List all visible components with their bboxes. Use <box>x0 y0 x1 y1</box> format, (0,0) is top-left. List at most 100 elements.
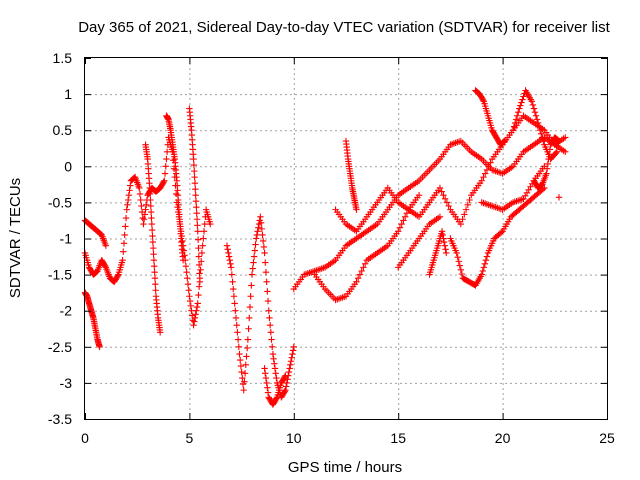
data-point <box>142 206 149 213</box>
data-point <box>149 232 156 240</box>
data-point <box>555 194 563 201</box>
data-point <box>539 185 547 193</box>
data-point <box>254 228 261 235</box>
data-point <box>479 96 487 104</box>
data-point <box>249 265 256 272</box>
data-point <box>184 275 191 282</box>
series-11 <box>342 137 360 213</box>
data-point <box>354 275 362 282</box>
data-point <box>195 253 202 260</box>
x-tick-label: 0 <box>81 430 89 446</box>
data-point <box>190 155 197 163</box>
data-point <box>487 159 494 166</box>
data-point <box>257 219 265 227</box>
data-point <box>534 119 542 127</box>
data-point <box>270 355 277 363</box>
series-5 <box>186 105 204 286</box>
data-point <box>529 101 537 109</box>
data-point <box>241 378 248 385</box>
data-point <box>536 127 544 134</box>
data-point <box>264 297 272 305</box>
data-point <box>127 182 134 189</box>
data-point <box>150 256 158 264</box>
grid <box>85 58 607 419</box>
data-point <box>230 285 237 293</box>
data-point <box>200 235 207 242</box>
data-point <box>248 282 255 289</box>
data-point <box>191 179 199 187</box>
data-point <box>289 350 296 358</box>
data-point <box>456 262 463 269</box>
data-point <box>457 266 465 273</box>
data-point <box>233 321 240 329</box>
data-point <box>125 191 133 199</box>
data-point <box>358 267 365 275</box>
data-point <box>250 259 257 266</box>
series-19 <box>555 194 563 201</box>
data-point <box>498 229 505 236</box>
data-point <box>143 201 150 209</box>
data-point <box>193 303 201 311</box>
data-point <box>462 206 470 213</box>
data-point <box>162 163 169 170</box>
data-point <box>243 353 250 360</box>
series-10 <box>332 184 423 235</box>
data-point <box>138 202 145 210</box>
data-point <box>240 386 247 394</box>
data-point <box>480 173 487 181</box>
data-point <box>151 275 159 282</box>
data-point <box>440 238 448 246</box>
data-point <box>200 228 208 235</box>
data-point <box>241 370 249 377</box>
data-point <box>122 214 130 222</box>
data-point <box>234 336 242 343</box>
data-point <box>398 220 405 228</box>
data-point <box>258 225 265 233</box>
data-point <box>478 177 485 184</box>
data-point <box>519 96 526 103</box>
data-point <box>263 379 270 387</box>
plot-area <box>81 87 569 408</box>
data-point <box>261 249 268 257</box>
data-point <box>198 258 205 265</box>
data-point <box>190 321 197 329</box>
data-point <box>179 256 187 264</box>
data-point <box>271 360 278 367</box>
data-point <box>545 155 552 163</box>
data-point <box>260 243 268 251</box>
data-point <box>500 138 508 145</box>
data-point <box>140 216 148 223</box>
data-point <box>253 235 260 242</box>
x-tick-label: 25 <box>599 430 615 446</box>
data-point <box>265 307 272 314</box>
data-point <box>141 211 149 218</box>
y-tick-label: 0 <box>64 158 72 174</box>
data-point <box>192 191 199 199</box>
data-point <box>234 329 241 336</box>
data-point <box>194 300 201 307</box>
data-point <box>194 236 202 243</box>
data-point <box>518 99 525 106</box>
data-point <box>184 281 192 288</box>
data-point <box>232 307 239 314</box>
data-point <box>182 262 190 270</box>
data-point <box>195 261 203 269</box>
data-point <box>224 246 231 253</box>
data-point <box>147 202 154 210</box>
data-point <box>248 271 256 278</box>
data-point <box>257 213 264 221</box>
data-point <box>223 242 231 249</box>
data-point <box>124 201 131 209</box>
data-point <box>356 271 364 278</box>
data-point <box>479 267 486 275</box>
data-point <box>196 278 204 286</box>
data-point <box>102 242 110 249</box>
data-point <box>183 268 190 276</box>
data-point <box>191 318 198 325</box>
data-point <box>185 287 192 294</box>
data-point <box>139 214 146 222</box>
data-point <box>191 173 198 181</box>
data-point <box>150 244 157 252</box>
data-point <box>207 220 214 228</box>
series-15 <box>472 87 508 148</box>
